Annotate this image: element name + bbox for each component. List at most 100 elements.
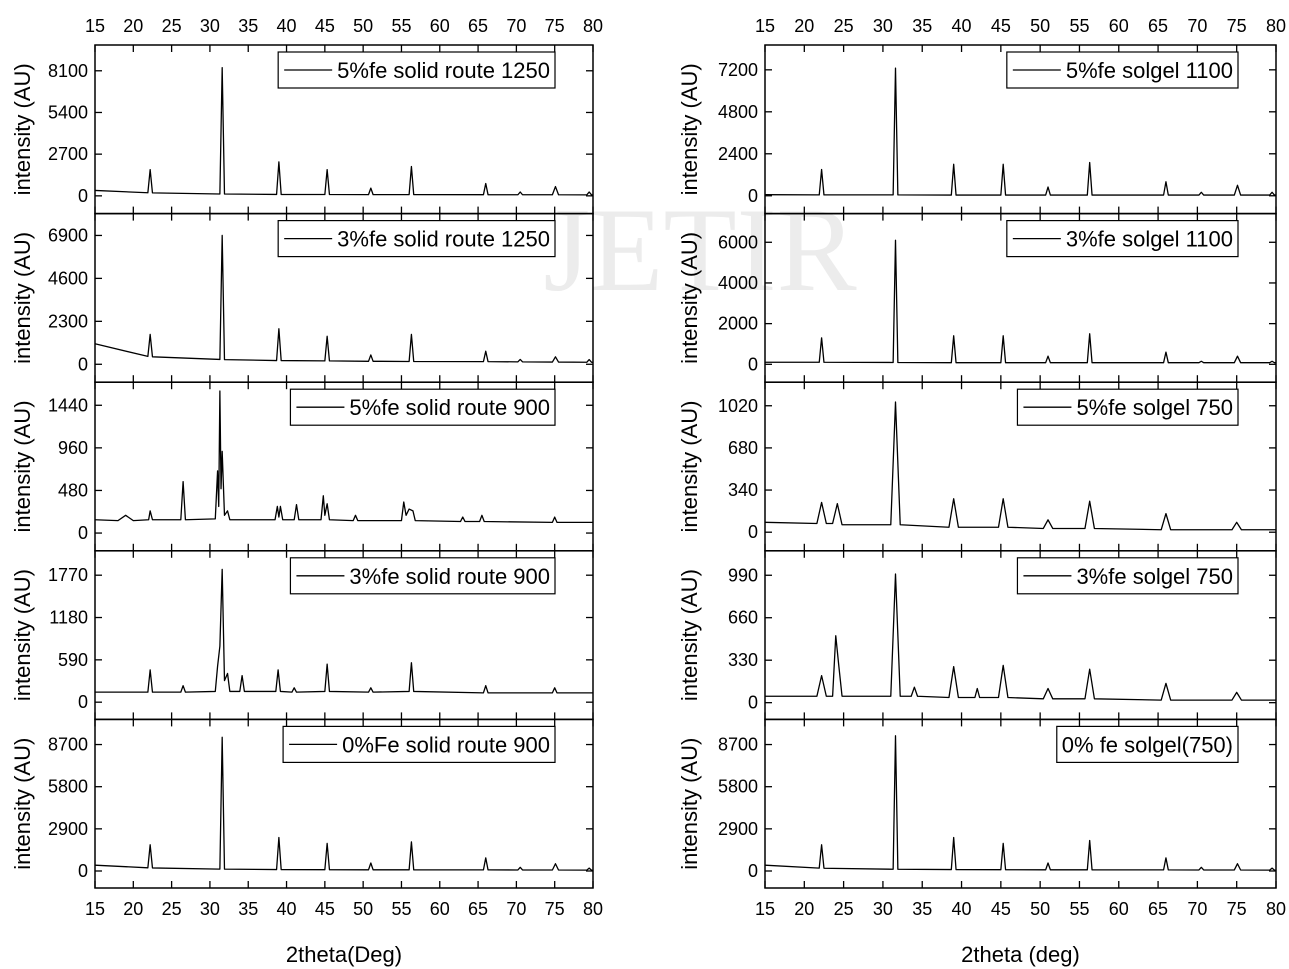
- x-tick-label-top: 20: [123, 16, 143, 36]
- y-tick-label: 0: [78, 523, 88, 543]
- y-tick-label: 1770: [48, 565, 88, 585]
- y-tick-label: 0: [748, 861, 758, 881]
- panel: 0 2700 5400 8100 15 20 25 30 35 40 45 50 55 60 65 70 75 8…: [10, 16, 603, 215]
- y-tick-label: 0: [78, 354, 88, 374]
- panel: 0 590 1180 1770 intensity (AU) 3%fe solid rou…: [10, 550, 594, 721]
- plot-frame: [94, 718, 594, 889]
- y-axis-label: intensity (AU): [677, 63, 702, 195]
- data-line: [764, 67, 1276, 196]
- panel: 0 2300 4600 6900 intensity (AU) 3%fe solid ro…: [10, 212, 594, 383]
- y-tick-label: 2700: [48, 144, 88, 164]
- watermark: JETIR: [543, 183, 856, 316]
- panel: 0 2900 5800 8700 15 20 25 30 35 40 45 50 55 60 65 70 75 8…: [677, 718, 1286, 967]
- legend-label: 3%fe solgel 750: [1076, 564, 1233, 589]
- x-tick-label-top: 30: [873, 16, 893, 36]
- x-tick-label: 55: [1069, 899, 1089, 919]
- y-axis-label: intensity (AU): [677, 232, 702, 364]
- x-tick-label: 30: [200, 899, 220, 919]
- x-tick-label-top: 25: [162, 16, 182, 36]
- x-tick-label-top: 30: [200, 16, 220, 36]
- x-tick-label: 70: [506, 899, 526, 919]
- x-tick-label-top: 55: [391, 16, 411, 36]
- legend-label: 5%fe solgel 750: [1076, 395, 1233, 420]
- y-tick-label: 8100: [48, 61, 88, 81]
- panel: 0 2900 5800 8700 15 20 25 30 35 40 45 50 55 60 65 70 75 8…: [10, 718, 603, 967]
- y-axis-label: intensity (AU): [677, 400, 702, 532]
- x-tick-label: 25: [162, 899, 182, 919]
- y-tick-label: 2000: [718, 314, 758, 334]
- x-tick-label: 15: [85, 899, 105, 919]
- x-tick-label: 35: [912, 899, 932, 919]
- y-axis-label: intensity (AU): [10, 232, 35, 364]
- x-tick-label: 55: [391, 899, 411, 919]
- x-tick-label: 50: [353, 899, 373, 919]
- y-tick-label: 660: [728, 608, 758, 628]
- data-line: [764, 735, 1277, 871]
- y-tick-label: 6000: [718, 232, 758, 252]
- y-tick-label: 6900: [48, 225, 88, 245]
- x-tick-label: 60: [1109, 899, 1129, 919]
- x-tick-label-top: 60: [430, 16, 450, 36]
- x-tick-label: 20: [794, 899, 814, 919]
- x-tick-label: 15: [755, 899, 775, 919]
- data-line: [764, 401, 1276, 531]
- y-axis-label: intensity (AU): [10, 63, 35, 195]
- legend-box: [1056, 725, 1239, 764]
- panel: 0 480 960 1440 intensity (AU) 5%fe solid rout…: [10, 381, 594, 552]
- legend-box: [289, 557, 556, 595]
- data-line: [765, 239, 1276, 364]
- x-axis-label: 2theta(Deg): [286, 942, 402, 967]
- x-axis-label: 2theta (deg): [961, 942, 1080, 967]
- y-tick-label: 0: [748, 186, 758, 206]
- x-tick-label: 50: [1030, 899, 1050, 919]
- y-axis-label: intensity (AU): [10, 738, 35, 870]
- y-tick-label: 960: [58, 438, 88, 458]
- x-tick-label-top: 75: [545, 16, 565, 36]
- y-tick-label: 8700: [718, 735, 758, 755]
- x-tick-label-top: 40: [952, 16, 972, 36]
- y-tick-label: 0: [78, 692, 88, 712]
- x-tick-label: 30: [873, 899, 893, 919]
- panel: 0 330 660 990 intensity (AU) 3%fe solgel 750: [677, 550, 1277, 721]
- panel: 0 2000 4000 6000 intensity (AU) 3%fe solgel 1…: [677, 212, 1277, 383]
- y-axis-label: intensity (AU): [677, 738, 702, 870]
- x-tick-label: 80: [1266, 899, 1286, 919]
- y-tick-label: 0: [748, 693, 758, 713]
- data-line: [94, 736, 594, 871]
- y-tick-label: 680: [728, 438, 758, 458]
- x-tick-label-top: 65: [1148, 16, 1168, 36]
- y-tick-label: 4000: [718, 273, 758, 293]
- x-tick-label-top: 20: [794, 16, 814, 36]
- x-tick-label: 75: [1227, 899, 1247, 919]
- legend-label: 5%fe solid route 1250: [337, 58, 550, 83]
- y-tick-label: 990: [728, 565, 758, 585]
- x-tick-label: 40: [277, 899, 297, 919]
- y-tick-label: 8700: [48, 735, 88, 755]
- y-tick-label: 0: [748, 354, 758, 374]
- x-tick-label-top: 65: [468, 16, 488, 36]
- legend-label: 5%fe solgel 1100: [1066, 58, 1233, 83]
- x-tick-label-top: 80: [1266, 16, 1286, 36]
- legend-label: 3%fe solgel 1100: [1066, 227, 1233, 252]
- y-tick-label: 340: [728, 480, 758, 500]
- x-tick-label-top: 15: [85, 16, 105, 36]
- y-tick-label: 4600: [48, 268, 88, 288]
- y-tick-label: 2300: [48, 311, 88, 331]
- y-tick-label: 1020: [718, 396, 758, 416]
- y-tick-label: 2900: [718, 819, 758, 839]
- y-tick-label: 0: [78, 186, 88, 206]
- x-tick-label: 70: [1187, 899, 1207, 919]
- x-tick-label: 20: [123, 899, 143, 919]
- data-line: [94, 390, 593, 524]
- x-tick-label-top: 50: [1030, 16, 1050, 36]
- y-tick-label: 2900: [48, 819, 88, 839]
- x-tick-label: 45: [991, 899, 1011, 919]
- plot-frame: [764, 718, 1277, 889]
- x-tick-label-top: 35: [238, 16, 258, 36]
- x-tick-label: 40: [952, 899, 972, 919]
- y-tick-label: 1440: [48, 395, 88, 415]
- y-tick-label: 330: [728, 650, 758, 670]
- y-tick-label: 480: [58, 480, 88, 500]
- x-tick-label-top: 45: [315, 16, 335, 36]
